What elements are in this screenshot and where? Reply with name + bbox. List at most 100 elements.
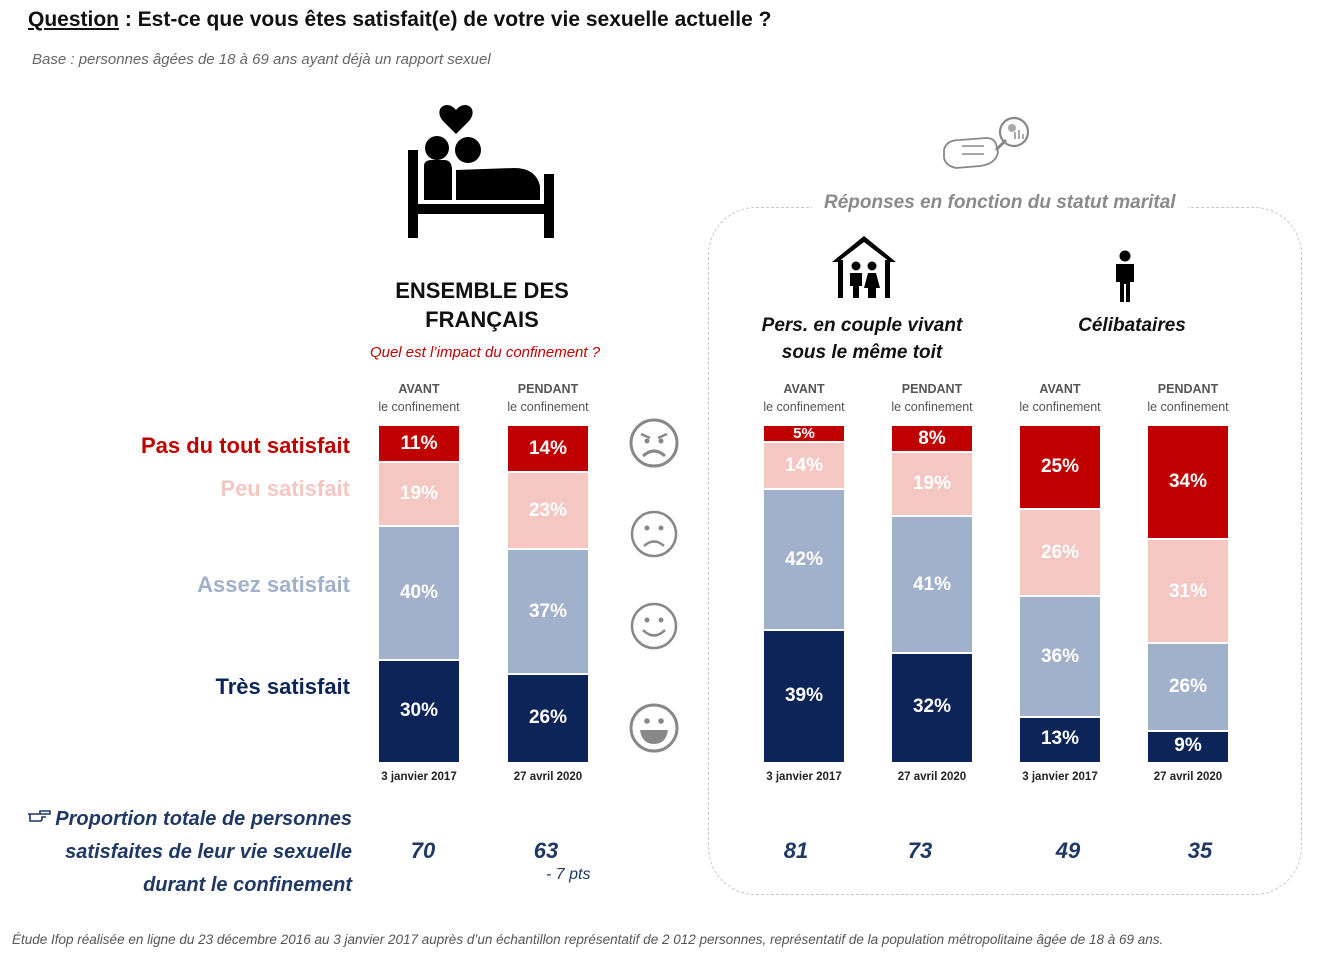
bar-segment-peu: 26% xyxy=(1020,510,1100,598)
row-label-peu: Peu satisfait xyxy=(220,476,350,501)
column-header: PENDANT le confinement xyxy=(1128,380,1248,416)
data-label: 23% xyxy=(528,499,568,521)
bar-segment-peu: 14% xyxy=(764,442,844,490)
column-header-period: PENDANT xyxy=(901,382,963,396)
total-value: 73 xyxy=(907,838,933,863)
footnote: Étude Ifop réalisée en ligne du 23 décem… xyxy=(12,932,1164,947)
date-label: 3 janvier 2017 xyxy=(1022,771,1098,783)
bar-segment-tres: 13% xyxy=(1020,718,1100,762)
bar-segment-tres: 30% xyxy=(379,661,459,762)
data-label: 36% xyxy=(1040,646,1080,668)
group-title-ensemble: ENSEMBLE DES FRANÇAIS xyxy=(372,276,592,334)
data-label: 39% xyxy=(784,684,824,706)
data-label: 42% xyxy=(784,548,824,570)
row-label-pas: Pas du tout satisfait xyxy=(140,433,350,458)
data-label: 13% xyxy=(1040,728,1080,750)
single-person-icon xyxy=(1116,250,1134,302)
column-header-context: le confinement xyxy=(763,400,845,414)
couple-title: Pers. en couple vivant sous le même toit xyxy=(742,312,982,366)
data-label: 19% xyxy=(912,473,952,494)
group-title-line1: ENSEMBLE DES xyxy=(395,278,569,303)
bar-segment-tres: 32% xyxy=(892,654,972,762)
row-label-assez: Assez satisfait xyxy=(197,572,350,597)
bar-segment-peu: 31% xyxy=(1148,540,1228,645)
bar-segment-peu: 23% xyxy=(508,473,588,551)
stacked-bar: 14% 23% 37% 26% xyxy=(508,426,588,762)
column-header: AVANT le confinement xyxy=(744,380,864,416)
stacked-bar: 34% 31% 26% 9% xyxy=(1148,426,1228,762)
bar-segment-tres: 26% xyxy=(508,674,588,762)
totals-diff: - 7 pts xyxy=(546,866,591,883)
stacked-bar: 5% 14% 42% 39% xyxy=(764,425,844,762)
angry-face-icon xyxy=(629,418,679,468)
single-title: Célibataires xyxy=(1078,315,1186,336)
bar-segment-assez: 40% xyxy=(379,526,459,662)
couple-in-bed-heart-icon xyxy=(408,105,554,238)
total-value: 70 xyxy=(410,838,436,863)
impact-question: Quel est l’impact du confinement ? xyxy=(369,344,601,361)
data-label: 14% xyxy=(528,437,568,459)
bar-segment-assez: 36% xyxy=(1020,597,1100,719)
data-label: 34% xyxy=(1168,471,1208,493)
data-label: 26% xyxy=(1168,676,1208,698)
bar-segment-tres: 9% xyxy=(1148,731,1228,762)
data-label: 11% xyxy=(400,432,438,454)
panel-title: Réponses en fonction du statut marital xyxy=(812,192,1188,214)
column-header: PENDANT le confinement xyxy=(488,380,608,416)
bar-segment-assez: 37% xyxy=(508,550,588,675)
magnifier-hand-icon xyxy=(943,116,1030,169)
grin-face-icon xyxy=(629,703,679,753)
family-house-icon xyxy=(832,236,896,298)
bar-segment-pas: 34% xyxy=(1148,426,1228,541)
couple-title-line2: sous le même toit xyxy=(781,342,943,363)
column-header-period: AVANT xyxy=(783,382,825,396)
bar-segment-assez: 42% xyxy=(764,489,844,631)
question-word: Question xyxy=(28,8,120,31)
date-label: 27 avril 2020 xyxy=(513,771,583,783)
total-value: 49 xyxy=(1055,838,1081,863)
date-label: 3 janvier 2017 xyxy=(766,771,842,783)
bar-segment-assez: 41% xyxy=(892,516,972,655)
bar-segment-pas: 5% xyxy=(764,425,844,443)
bar-segment-peu: 19% xyxy=(379,462,459,527)
total-value: 81 xyxy=(783,838,809,863)
bar-segment-tres: 39% xyxy=(764,630,844,762)
totals-label-line1: Proportion totale de personnes xyxy=(55,808,352,830)
totals-label-line3: durant le confinement xyxy=(143,874,352,896)
column-header-period: PENDANT xyxy=(1157,382,1219,396)
data-label: 41% xyxy=(912,573,952,595)
data-label: 19% xyxy=(399,483,439,505)
bar-segment-pas: 8% xyxy=(892,426,972,453)
base-subtitle: Base : personnes âgées de 18 à 69 ans ay… xyxy=(32,51,491,68)
totals-label-line2: satisfaites de leur vie sexuelle xyxy=(65,841,352,863)
bar-segment-pas: 25% xyxy=(1020,426,1100,510)
data-label: 31% xyxy=(1168,580,1208,602)
couple-title-line1: Pers. en couple vivant xyxy=(761,315,963,336)
stacked-bar: 11% 19% 40% 30% xyxy=(379,426,459,762)
date-label: 3 janvier 2017 xyxy=(381,771,457,783)
total-value: 35 xyxy=(1187,838,1213,863)
data-label: 40% xyxy=(399,582,439,604)
data-label: 25% xyxy=(1040,456,1080,478)
column-header-period: PENDANT xyxy=(517,382,579,396)
column-header-context: le confinement xyxy=(891,400,973,414)
date-label: 27 avril 2020 xyxy=(897,771,967,783)
bar-segment-assez: 26% xyxy=(1148,644,1228,732)
column-header: AVANT le confinement xyxy=(359,380,479,416)
column-header-context: le confinement xyxy=(1147,400,1229,414)
data-label: 26% xyxy=(1040,541,1080,563)
column-header-context: le confinement xyxy=(1019,400,1101,414)
column-header: AVANT le confinement xyxy=(1000,380,1120,416)
sad-face-icon xyxy=(630,510,678,558)
group-title-line2: FRANÇAIS xyxy=(425,307,539,332)
column-header: PENDANT le confinement xyxy=(872,380,992,416)
smile-face-icon xyxy=(630,602,678,650)
column-header-period: AVANT xyxy=(1039,382,1081,396)
data-label: 37% xyxy=(528,600,568,622)
date-label: 27 avril 2020 xyxy=(1153,771,1223,783)
bar-segment-pas: 11% xyxy=(379,426,459,463)
total-value: 63 xyxy=(533,838,559,863)
question-text: : Est-ce que vous êtes satisfait(e) de v… xyxy=(119,8,772,31)
row-label-tres: Très satisfait xyxy=(215,674,350,699)
column-header-context: le confinement xyxy=(507,400,589,414)
